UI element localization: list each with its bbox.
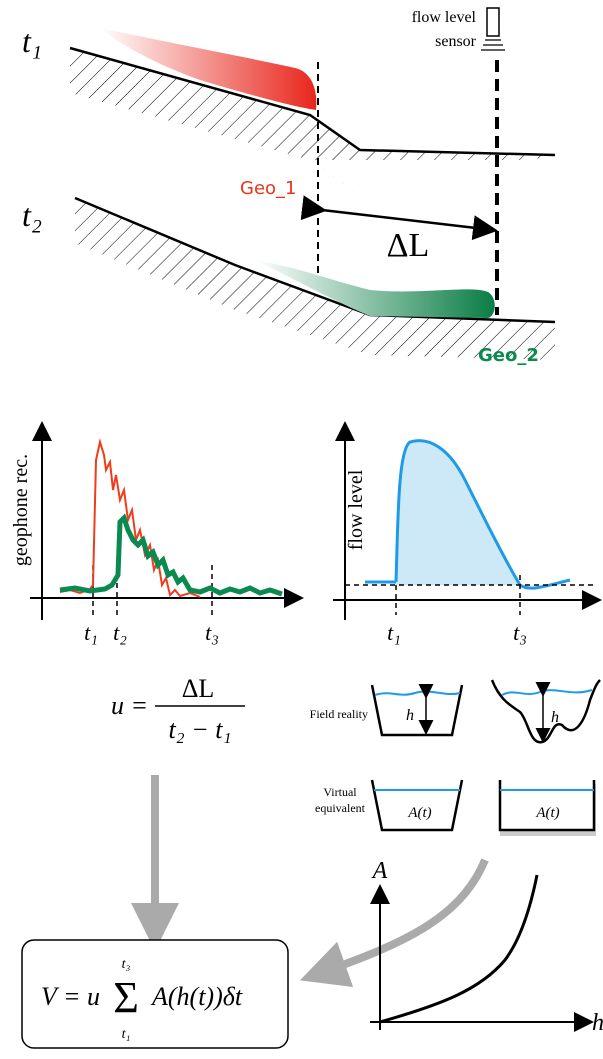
y-axis-label: geophone rec. bbox=[10, 454, 32, 566]
formula-box bbox=[21, 939, 289, 1049]
formula-term: A(h(t))δt bbox=[150, 982, 243, 1011]
flow-curve bbox=[394, 439, 571, 590]
time-label: t₁ bbox=[22, 23, 42, 59]
geo1-signal bbox=[59, 438, 201, 598]
sum-lower: t₁ bbox=[122, 1027, 131, 1042]
x-tick-label: t₁ bbox=[84, 620, 98, 645]
area-curve bbox=[379, 874, 539, 1024]
x-axis-label: h bbox=[592, 1010, 603, 1036]
formula-lhs: u = bbox=[111, 691, 148, 720]
sum-upper: t₃ bbox=[122, 957, 131, 972]
y-axis-label: A bbox=[371, 858, 388, 884]
flow-arrow bbox=[299, 858, 489, 987]
field-channel bbox=[370, 679, 601, 744]
geophone-label: Geo_1 bbox=[240, 178, 297, 199]
x-tick-label: t₃ bbox=[205, 620, 219, 645]
flow-axes bbox=[333, 421, 602, 620]
virtual-channel bbox=[370, 779, 596, 836]
sum-symbol: Σ bbox=[113, 973, 139, 1022]
sensor-label: sensor bbox=[435, 33, 477, 50]
x-tick-label: t₁ bbox=[387, 620, 401, 645]
threshold-lines bbox=[345, 575, 595, 615]
x-tick-label: t₃ bbox=[513, 620, 527, 645]
sensor-label: flow level bbox=[412, 9, 477, 26]
geo2-signal bbox=[59, 513, 283, 597]
formula-denominator: t₂ − t₁ bbox=[168, 715, 231, 744]
area-label: A(t) bbox=[407, 805, 431, 821]
area-label: A(t) bbox=[535, 805, 559, 821]
x-tick-label: t₂ bbox=[113, 620, 127, 645]
terrain-t2 bbox=[74, 196, 556, 370]
depth-label: h bbox=[551, 709, 559, 726]
formula-lhs: V = u bbox=[41, 982, 100, 1011]
section-label: Virtual bbox=[323, 785, 357, 799]
formula-numerator: ΔL bbox=[182, 674, 215, 703]
area-axes bbox=[370, 884, 594, 1032]
depth-label: h bbox=[406, 707, 414, 724]
y-axis-label: flow level bbox=[345, 469, 367, 550]
section-label: equivalent bbox=[315, 801, 366, 815]
sensor bbox=[481, 7, 505, 51]
geophone-axes bbox=[30, 421, 304, 620]
flow-area bbox=[396, 440, 520, 585]
terrain-t1 bbox=[69, 28, 556, 200]
section-label: Field reality bbox=[310, 707, 368, 721]
time-label: t₂ bbox=[22, 197, 42, 233]
geophone-label: Geo_2 bbox=[478, 345, 539, 366]
distance-label: ΔL bbox=[387, 227, 430, 264]
distance-arrow bbox=[300, 195, 498, 241]
